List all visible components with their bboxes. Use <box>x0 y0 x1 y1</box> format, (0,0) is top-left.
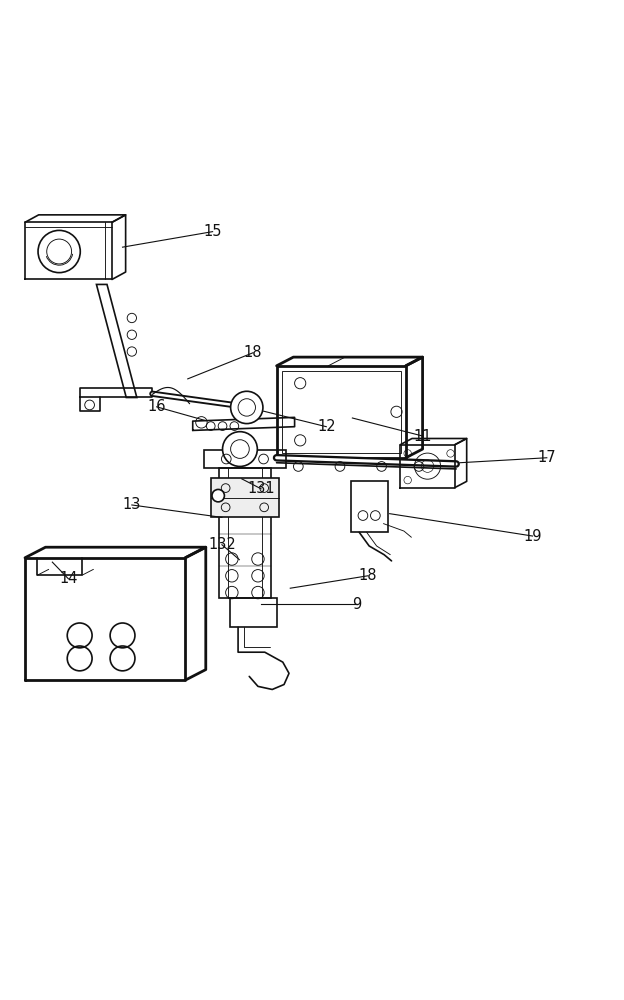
Text: 11: 11 <box>413 429 432 444</box>
Text: 9: 9 <box>352 597 361 612</box>
Text: 18: 18 <box>359 568 377 583</box>
Bar <box>230 598 277 627</box>
Text: 132: 132 <box>208 537 236 552</box>
Bar <box>351 481 388 532</box>
Bar <box>219 468 271 598</box>
Text: 15: 15 <box>203 224 222 239</box>
Text: 16: 16 <box>147 399 166 414</box>
Bar <box>281 371 401 453</box>
Text: 19: 19 <box>524 529 542 544</box>
Text: 12: 12 <box>317 419 336 434</box>
Text: 13: 13 <box>123 497 141 512</box>
Text: 14: 14 <box>59 571 78 586</box>
Bar <box>204 450 286 468</box>
Circle shape <box>231 391 263 424</box>
Text: 131: 131 <box>247 481 275 496</box>
Circle shape <box>223 432 257 466</box>
Text: 18: 18 <box>244 345 262 360</box>
Circle shape <box>212 489 225 502</box>
Bar <box>211 478 279 517</box>
Polygon shape <box>97 284 137 397</box>
Text: 17: 17 <box>537 450 556 465</box>
